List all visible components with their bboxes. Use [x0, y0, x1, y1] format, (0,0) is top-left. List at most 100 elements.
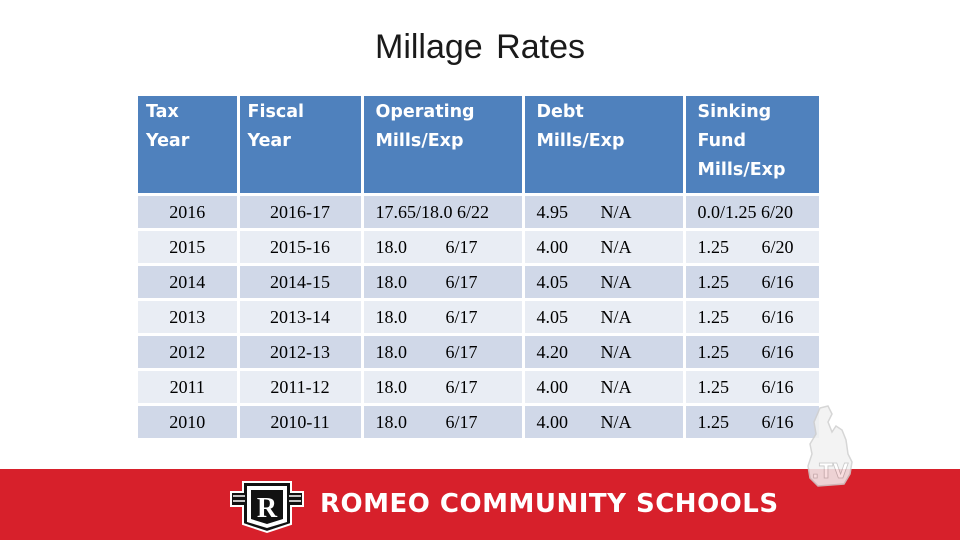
operating-exp-value: 6/17	[445, 342, 478, 362]
school-logo-icon: R	[230, 481, 304, 534]
cell-fiscal-year: 2010-11	[238, 404, 364, 441]
operating-exp-value: 6/22	[457, 202, 490, 222]
cell-debt: 4.05 N/A	[523, 264, 686, 301]
operating-mills-value: 18.0	[375, 412, 408, 432]
sinking-mills-value: 1.25	[697, 342, 730, 362]
sinking-exp-value: 6/16	[761, 412, 794, 432]
cell-sinking-fund: 1.25 6/16	[684, 369, 819, 406]
cell-fiscal-year: 2011-12	[238, 369, 364, 406]
cell-tax-year: 2014	[138, 264, 240, 301]
debt-mills-value: 4.05	[536, 307, 569, 327]
sinking-mills-value: 1.25	[697, 272, 730, 292]
fiscal-year-value: 2011-12	[270, 377, 330, 397]
logo-letter: R	[257, 493, 278, 524]
header-line: Sinking	[697, 102, 772, 122]
slide-title: Millage Rates	[375, 28, 585, 66]
sinking-mills-value: 1.25	[697, 412, 730, 432]
cell-debt: 4.00 N/A	[523, 229, 686, 266]
operating-mills-value: 18.0	[375, 307, 408, 327]
cell-tax-year: 2013	[138, 299, 240, 336]
table-row: 2011 2011-12 18.0 6/17 4.00 N/A 1.25 6/16	[138, 369, 819, 406]
header-line: Tax	[146, 102, 179, 122]
debt-mills-value: 4.05	[536, 272, 569, 292]
table-row: 2013 2013-14 18.0 6/17 4.05 N/A 1.25 6/16	[138, 299, 819, 336]
tax-year-value: 2012	[169, 342, 206, 362]
millage-rates-table: Tax Year Fiscal Year Operating Mills/Exp Debt…	[138, 96, 819, 441]
operating-mills-value: 17.65/18.0	[375, 202, 453, 222]
cell-fiscal-year: 2016-17	[238, 194, 364, 231]
operating-mills-value: 18.0	[375, 272, 408, 292]
fiscal-year-value: 2012-13	[270, 342, 330, 362]
fiscal-year-value: 2016-17	[270, 202, 330, 222]
cell-sinking-fund: 1.25 6/16	[684, 404, 819, 441]
operating-exp-value: 6/17	[445, 272, 478, 292]
tax-year-value: 2010	[169, 412, 206, 432]
school-name: ROMEO COMMUNITY SCHOOLS	[320, 489, 779, 519]
cell-sinking-fund: 0.0/1.25 6/20	[684, 194, 819, 231]
debt-exp-value: N/A	[600, 412, 632, 432]
cell-operating: 17.65/18.0 6/22	[362, 194, 525, 231]
sinking-mills-value: 0.0/1.25	[697, 202, 757, 222]
sinking-exp-value: 6/20	[761, 237, 794, 257]
fiscal-year-value: 2014-15	[270, 272, 330, 292]
debt-exp-value: N/A	[600, 377, 632, 397]
cell-fiscal-year: 2014-15	[238, 264, 364, 301]
debt-mills-value: 4.00	[536, 412, 569, 432]
header-line: Mills/Exp	[536, 131, 625, 151]
cell-debt: 4.20 N/A	[523, 334, 686, 371]
debt-mills-value: 4.00	[536, 237, 569, 257]
cell-operating: 18.0 6/17	[362, 229, 525, 266]
header-tax-year: Tax Year	[138, 96, 240, 196]
sinking-exp-value: 6/16	[761, 377, 794, 397]
header-fiscal-year: Fiscal Year	[238, 96, 364, 196]
operating-mills-value: 18.0	[375, 237, 408, 257]
operating-mills-value: 18.0	[375, 377, 408, 397]
cell-tax-year: 2015	[138, 229, 240, 266]
sinking-mills-value: 1.25	[697, 237, 730, 257]
operating-exp-value: 6/17	[445, 307, 478, 327]
header-line: Year	[146, 131, 190, 151]
cell-tax-year: 2016	[138, 194, 240, 231]
header-operating: Operating Mills/Exp	[362, 96, 525, 196]
tax-year-value: 2016	[169, 202, 206, 222]
table-row: 2015 2015-16 18.0 6/17 4.00 N/A 1.25 6/20	[138, 229, 819, 266]
watermark-text: .TV	[812, 459, 849, 483]
cell-debt: 4.05 N/A	[523, 299, 686, 336]
cell-sinking-fund: 1.25 6/16	[684, 264, 819, 301]
header-line: Operating	[375, 102, 475, 122]
header-debt: Debt Mills/Exp	[523, 96, 686, 196]
cell-fiscal-year: 2013-14	[238, 299, 364, 336]
cell-operating: 18.0 6/17	[362, 299, 525, 336]
table-row: 2012 2012-13 18.0 6/17 4.20 N/A 1.25 6/16	[138, 334, 819, 371]
sinking-exp-value: 6/20	[761, 202, 794, 222]
cell-debt: 4.95 N/A	[523, 194, 686, 231]
sinking-mills-value: 1.25	[697, 377, 730, 397]
sinking-exp-value: 6/16	[761, 272, 794, 292]
operating-exp-value: 6/17	[445, 412, 478, 432]
fiscal-year-value: 2013-14	[270, 307, 330, 327]
debt-exp-value: N/A	[600, 272, 632, 292]
tax-year-value: 2015	[169, 237, 206, 257]
debt-mills-value: 4.95	[536, 202, 569, 222]
cell-fiscal-year: 2015-16	[238, 229, 364, 266]
header-line: Mills/Exp	[697, 160, 786, 180]
cell-debt: 4.00 N/A	[523, 404, 686, 441]
footer-banner: ROMEO COMMUNITY SCHOOLS	[0, 469, 960, 540]
cell-debt: 4.00 N/A	[523, 369, 686, 406]
cell-fiscal-year: 2012-13	[238, 334, 364, 371]
cell-sinking-fund: 1.25 6/16	[684, 334, 819, 371]
header-line: Fund	[697, 131, 747, 151]
cell-tax-year: 2011	[138, 369, 240, 406]
table-body: 2016 2016-17 17.65/18.0 6/22 4.95 N/A 0.0/1.2…	[138, 194, 819, 441]
operating-exp-value: 6/17	[445, 377, 478, 397]
debt-mills-value: 4.00	[536, 377, 569, 397]
sinking-exp-value: 6/16	[761, 342, 794, 362]
cell-sinking-fund: 1.25 6/16	[684, 299, 819, 336]
fiscal-year-value: 2010-11	[270, 412, 330, 432]
operating-mills-value: 18.0	[375, 342, 408, 362]
michigan-state-icon: .TV	[807, 405, 853, 487]
table-row: 2016 2016-17 17.65/18.0 6/22 4.95 N/A 0.0/1.2…	[138, 194, 819, 231]
debt-exp-value: N/A	[600, 342, 632, 362]
cell-operating: 18.0 6/17	[362, 404, 525, 441]
table-row: 2014 2014-15 18.0 6/17 4.05 N/A 1.25 6/16	[138, 264, 819, 301]
